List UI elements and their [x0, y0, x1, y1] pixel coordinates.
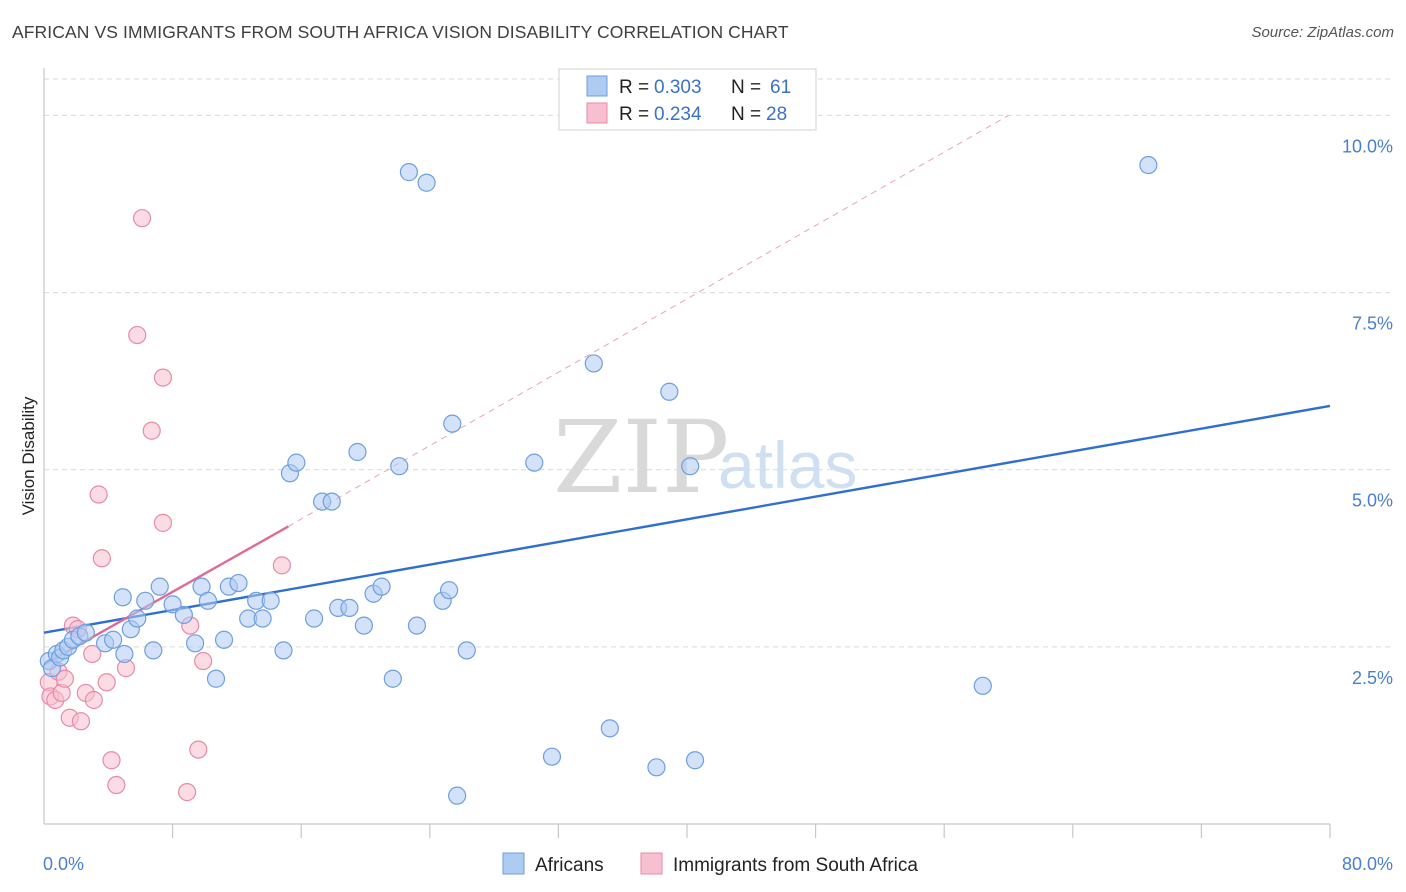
data-point-africans [399, 163, 419, 182]
y-axis-title: Vision Disability [19, 396, 38, 515]
series-legend-label-africans: Africans [535, 855, 604, 876]
data-point-africans [253, 609, 272, 628]
data-points [39, 155, 1158, 805]
chart-title: AFRICAN VS IMMIGRANTS FROM SOUTH AFRICA … [12, 22, 789, 42]
data-point-africans [229, 573, 248, 593]
data-point-africans [274, 641, 293, 660]
x-tick-label: 80.0% [1342, 854, 1393, 874]
data-point-africans [76, 623, 95, 642]
legend-n-value-immigrants: 28 [766, 104, 787, 125]
data-point-africans [163, 595, 182, 614]
data-point-africans [1139, 155, 1158, 175]
data-point-africans [584, 354, 603, 373]
data-point-immigrants [142, 421, 161, 440]
data-point-immigrants [107, 775, 126, 795]
data-point-africans [128, 609, 147, 628]
data-point-africans [525, 453, 544, 472]
data-point-immigrants [153, 368, 173, 387]
y-tick-label: 7.5% [1352, 314, 1393, 334]
data-point-immigrants [177, 783, 197, 802]
data-point-immigrants [132, 209, 152, 228]
data-point-africans [685, 751, 705, 770]
data-point-immigrants [102, 751, 121, 770]
source-credit: Source: ZipAtlas.com [1251, 24, 1394, 41]
data-point-africans [340, 598, 359, 617]
data-point-immigrants [55, 669, 74, 688]
data-point-immigrants [194, 651, 213, 671]
data-point-immigrants [71, 712, 91, 731]
data-point-africans [372, 577, 391, 596]
data-point-immigrants [97, 673, 116, 692]
data-point-africans [115, 644, 134, 664]
correlation-legend: R = 0.303 N = 61 R = 0.234 N = 28 [558, 68, 817, 131]
data-point-africans [186, 634, 205, 653]
data-point-africans [206, 669, 226, 688]
series-legend-swatch-africans [502, 852, 525, 875]
data-point-africans [448, 786, 467, 805]
data-point-immigrants [92, 549, 111, 568]
data-point-africans [144, 641, 163, 660]
data-point-immigrants [189, 740, 208, 759]
data-point-africans [417, 173, 436, 192]
legend-swatch-immigrants [586, 102, 608, 124]
gridlines [44, 78, 1394, 648]
series-legend: Africans Immigrants from South Africa [502, 852, 918, 876]
data-point-immigrants [83, 644, 102, 664]
watermark-zip: ZIP [553, 399, 729, 516]
legend-r-label-immigrants: R = [619, 104, 649, 125]
data-point-africans [439, 581, 459, 600]
data-point-immigrants [89, 485, 108, 504]
data-point-africans [150, 577, 169, 596]
data-point-africans [198, 591, 218, 610]
data-point-immigrants [84, 690, 103, 710]
watermark-atlas: atlas [718, 428, 857, 502]
data-point-immigrants [272, 556, 292, 575]
x-tick-label: 0.0% [43, 854, 84, 874]
data-point-africans [457, 641, 476, 660]
data-point-immigrants [128, 325, 147, 345]
legend-r-label-africans: R = [619, 77, 649, 98]
data-point-immigrants [153, 513, 173, 532]
data-point-africans [647, 758, 666, 777]
data-point-africans [354, 616, 373, 635]
y-tick-label: 2.5% [1352, 668, 1393, 688]
data-point-africans [174, 605, 193, 625]
series-legend-label-immigrants: Immigrants from South Africa [673, 855, 918, 876]
data-point-africans [407, 616, 427, 635]
data-point-africans [660, 382, 679, 401]
data-point-africans [261, 591, 280, 610]
legend-swatch-africans [586, 75, 608, 97]
data-point-africans [973, 676, 992, 695]
legend-n-value-africans: 61 [770, 77, 791, 98]
data-point-africans [542, 747, 562, 766]
data-point-africans [214, 630, 234, 649]
data-point-africans [443, 414, 462, 433]
data-point-africans [287, 453, 306, 472]
legend-n-label-africans: N = [731, 77, 761, 98]
tick-labels: 2.5% 5.0% 7.5% 10.0% 0.0% 80.0% [43, 136, 1393, 874]
data-point-africans [348, 442, 367, 462]
legend-n-label-immigrants: N = [731, 104, 761, 125]
data-point-africans [304, 609, 324, 628]
y-tick-label: 5.0% [1352, 491, 1393, 511]
data-point-africans [681, 457, 700, 476]
data-point-africans [322, 492, 341, 511]
legend-r-value-immigrants: 0.234 [654, 104, 702, 125]
legend-r-value-africans: 0.303 [654, 77, 702, 98]
data-point-africans [113, 588, 132, 607]
data-point-africans [136, 591, 155, 610]
data-point-africans [600, 719, 619, 738]
series-legend-swatch-immigrants [640, 852, 663, 875]
data-point-africans [383, 669, 402, 688]
data-point-africans [390, 457, 409, 476]
y-tick-label: 10.0% [1342, 136, 1393, 156]
data-point-africans [104, 630, 123, 649]
